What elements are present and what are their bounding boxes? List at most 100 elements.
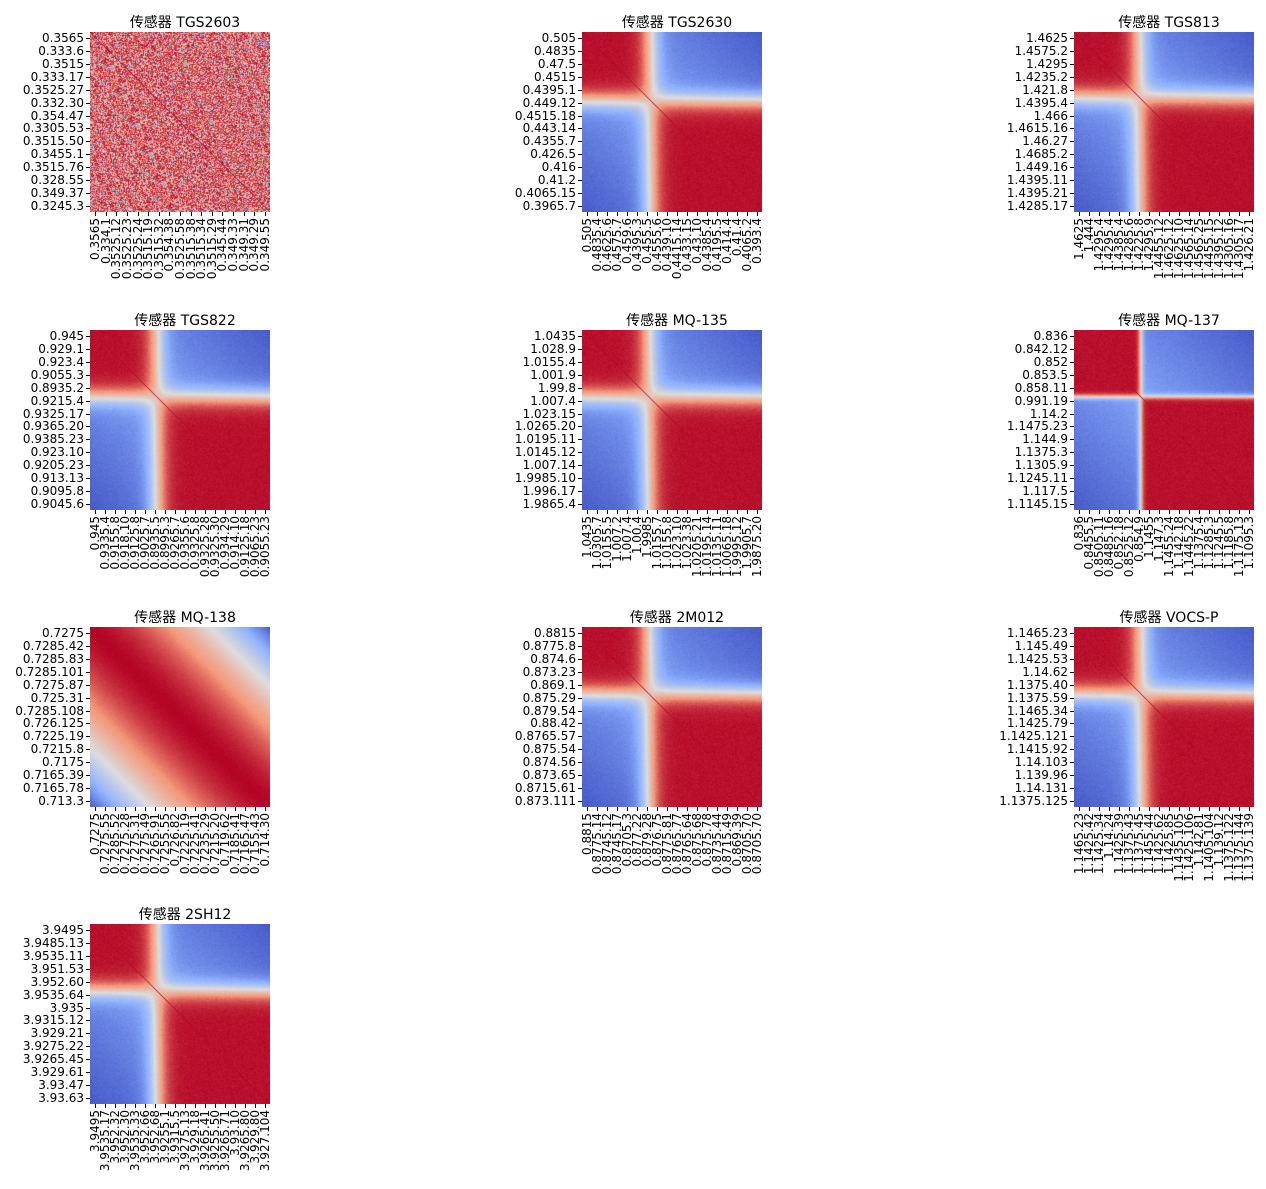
y-tick — [578, 736, 582, 738]
y-tick — [578, 749, 582, 751]
y-tick — [86, 362, 90, 364]
y-tick-label: 1.4395.11 — [1006, 172, 1068, 187]
y-tick — [86, 697, 90, 699]
x-tick — [135, 510, 136, 514]
y-tick — [86, 956, 90, 958]
y-tick — [1070, 102, 1074, 104]
x-tick — [205, 1104, 206, 1108]
y-tick — [1070, 38, 1074, 40]
x-tick — [95, 807, 96, 811]
y-tick-label: 0.8815 — [534, 626, 576, 641]
x-tick — [1219, 510, 1220, 514]
x-tick-label: 1.9875.20 — [750, 516, 764, 578]
y-tick — [578, 336, 582, 338]
x-tick — [737, 807, 738, 811]
y-tick — [578, 452, 582, 454]
y-tick — [578, 439, 582, 441]
y-tick-label: 0.3965.7 — [522, 198, 576, 213]
y-tick-label: 1.1305.9 — [1014, 458, 1068, 472]
x-tick — [235, 807, 236, 811]
y-tick — [86, 413, 90, 415]
x-tick-label: 0.9055.23 — [258, 516, 272, 578]
x-tick — [264, 212, 266, 216]
x-tick — [1209, 212, 1210, 216]
panel-title: 传感器 MQ-138 — [134, 610, 236, 626]
y-tick-label: 3.9485.13 — [22, 936, 84, 951]
x-tick — [135, 807, 136, 811]
y-tick-label: 1.1425.53 — [1006, 652, 1068, 667]
x-tick — [647, 510, 648, 514]
x-tick — [587, 807, 588, 811]
y-tick-label: 0.7275 — [42, 626, 84, 641]
x-tick — [225, 1104, 226, 1108]
y-tick-label: 0.88.42 — [530, 716, 576, 731]
y-tick-label: 0.853.5 — [1022, 368, 1068, 382]
x-tick — [1219, 212, 1220, 216]
x-tick — [687, 807, 688, 811]
x-tick — [607, 510, 608, 514]
y-tick — [86, 774, 90, 776]
x-tick — [105, 510, 106, 514]
heatmap-cells — [1074, 330, 1254, 510]
x-tick — [747, 807, 748, 811]
x-tick — [597, 807, 598, 811]
x-tick — [1169, 807, 1170, 811]
y-tick-label: 1.1375.3 — [1014, 445, 1068, 460]
y-tick — [86, 723, 90, 725]
y-tick-label: 0.9385.23 — [22, 432, 84, 447]
y-tick-label: 3.935 — [49, 1000, 84, 1015]
x-tick — [1099, 212, 1100, 216]
x-tick — [757, 212, 758, 216]
y-tick-label: 1.007.4 — [530, 393, 576, 408]
y-tick — [86, 128, 90, 130]
y-tick-label: 0.923.4 — [38, 355, 84, 370]
x-tick — [637, 510, 638, 514]
y-tick-label: 0.9205.23 — [22, 458, 84, 472]
y-tick — [578, 800, 582, 802]
y-tick — [578, 77, 582, 78]
y-tick — [86, 375, 90, 376]
y-tick-label: 0.842.12 — [1014, 342, 1068, 357]
y-tick-label: 0.505 — [541, 31, 576, 46]
x-tick — [707, 510, 708, 514]
x-tick — [1099, 807, 1100, 811]
y-tick — [86, 800, 90, 802]
y-tick-label: 0.333.6 — [38, 44, 84, 59]
y-axis: 1.1465.23 1.145.49 1.1425.53 1.14.62 1.1375.… — [964, 627, 1074, 807]
y-tick-label: 0.4355.7 — [522, 134, 576, 149]
y-tick-label: 3.9495 — [42, 923, 84, 938]
x-tick — [175, 807, 176, 811]
x-tick — [211, 212, 213, 216]
x-tick — [617, 510, 618, 514]
y-tick — [1070, 452, 1074, 454]
x-tick — [225, 510, 226, 514]
x-axis: 0.505 0.4835.4 0.4625.6 0.4575.7 0.459.6 0.43… — [580, 212, 764, 292]
y-tick-label: 0.725.31 — [30, 690, 84, 705]
y-tick-label: 1.4235.2 — [1014, 70, 1068, 84]
panel-title: 传感器 2SH12 — [138, 907, 232, 923]
y-tick — [1070, 736, 1074, 738]
heatmap-panel: 传感器 2M012 0.8815 0.8775.8 0.874.6 0.873.23 0.… — [515, 610, 772, 874]
x-tick — [1239, 212, 1240, 216]
x-tick — [1079, 212, 1080, 216]
y-tick — [578, 684, 582, 686]
y-tick-label: 0.3245.3 — [30, 198, 84, 213]
y-tick — [578, 400, 582, 402]
y-tick — [578, 349, 582, 351]
y-tick-label: 1.421.8 — [1022, 82, 1068, 97]
y-tick-label: 1.4395.4 — [1014, 95, 1068, 110]
heatmap-cells — [582, 627, 762, 807]
y-tick — [578, 697, 582, 699]
x-tick — [245, 510, 246, 514]
y-tick — [86, 192, 90, 194]
y-tick — [86, 787, 90, 789]
y-tick-label: 0.349.37 — [30, 185, 84, 200]
x-tick — [727, 510, 728, 514]
x-tick — [155, 1104, 156, 1108]
heatmap-cells — [1074, 627, 1254, 807]
y-tick — [578, 64, 582, 66]
y-tick — [1070, 800, 1074, 802]
heatmap-panel: 传感器 2SH12 3.9495 3.9485.13 3.9535.11 3.951.5… — [23, 907, 280, 1171]
x-tick — [105, 807, 106, 811]
y-tick — [86, 981, 90, 983]
